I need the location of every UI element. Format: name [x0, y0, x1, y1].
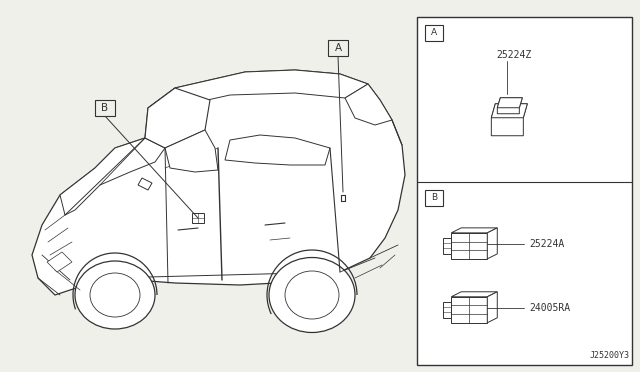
Text: A: A [335, 43, 342, 53]
Text: B: B [431, 193, 437, 202]
Bar [426, 25, 444, 41]
Polygon shape [497, 98, 522, 114]
Polygon shape [345, 84, 392, 125]
Text: 25224A: 25224A [529, 239, 564, 249]
Bar [328, 40, 348, 56]
Bar [417, 17, 632, 365]
Text: B: B [101, 103, 109, 113]
Polygon shape [492, 104, 527, 136]
Polygon shape [497, 98, 522, 108]
Polygon shape [451, 297, 487, 323]
Bar [95, 100, 115, 116]
Text: 24005RA: 24005RA [529, 303, 570, 313]
Polygon shape [451, 292, 497, 297]
Polygon shape [444, 238, 451, 254]
Polygon shape [487, 228, 497, 259]
Polygon shape [444, 302, 451, 318]
Polygon shape [451, 228, 497, 233]
Bar [426, 190, 444, 206]
Ellipse shape [75, 261, 155, 329]
Polygon shape [138, 178, 152, 190]
Polygon shape [451, 233, 487, 259]
Bar [192, 213, 204, 223]
Polygon shape [32, 70, 405, 295]
Polygon shape [487, 292, 497, 323]
Text: A: A [431, 28, 437, 37]
Polygon shape [148, 70, 368, 112]
Text: 25224Z: 25224Z [496, 50, 531, 60]
Polygon shape [225, 135, 330, 165]
Polygon shape [145, 88, 210, 148]
Polygon shape [47, 252, 72, 272]
Ellipse shape [269, 257, 355, 333]
Polygon shape [60, 138, 165, 215]
Polygon shape [165, 130, 218, 172]
Polygon shape [492, 104, 527, 118]
Text: J25200Y3: J25200Y3 [590, 351, 630, 360]
